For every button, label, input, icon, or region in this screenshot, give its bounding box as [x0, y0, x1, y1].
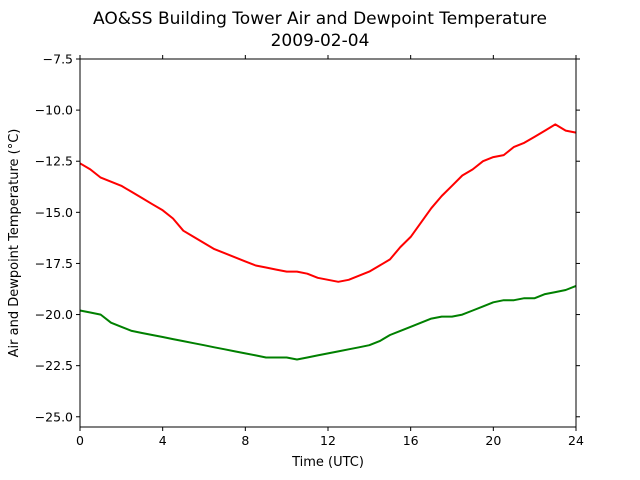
series-layer — [79, 123, 577, 361]
x-tick-label: 4 — [159, 433, 167, 448]
x-axis-label: Time (UTC) — [291, 455, 364, 470]
y-axis-label: Air and Dewpoint Temperature (°C) — [7, 129, 22, 358]
y-tick-label: −10.0 — [35, 103, 73, 118]
y-tick-label: −12.5 — [35, 154, 73, 169]
y-tick-label: −17.5 — [35, 256, 73, 271]
chart-title: AO&SS Building Tower Air and Dewpoint Te… — [93, 9, 547, 29]
y-tick-label: −7.5 — [43, 52, 73, 67]
x-tick-label: 20 — [485, 433, 501, 448]
chart-subtitle: 2009-02-04 — [271, 31, 370, 51]
y-tick-label: −20.0 — [35, 307, 73, 322]
axes-layer: 0 4 8 12 16 20 24 −7.5 −10.0 −12.5 −15.0 −17.5 −20.0… — [35, 52, 584, 449]
x-tick-label: 12 — [320, 433, 336, 448]
series-line-2 — [79, 284, 577, 361]
series-line-1 — [79, 123, 577, 283]
x-tick-label: 0 — [76, 433, 84, 448]
x-tick-label: 24 — [568, 433, 584, 448]
x-tick-label: 16 — [403, 433, 419, 448]
x-tick-label: 8 — [241, 433, 249, 448]
plot-frame — [79, 58, 577, 428]
y-tick-label: −15.0 — [35, 205, 73, 220]
y-tick-label: −22.5 — [35, 358, 73, 373]
y-tick-label: −25.0 — [35, 409, 73, 424]
